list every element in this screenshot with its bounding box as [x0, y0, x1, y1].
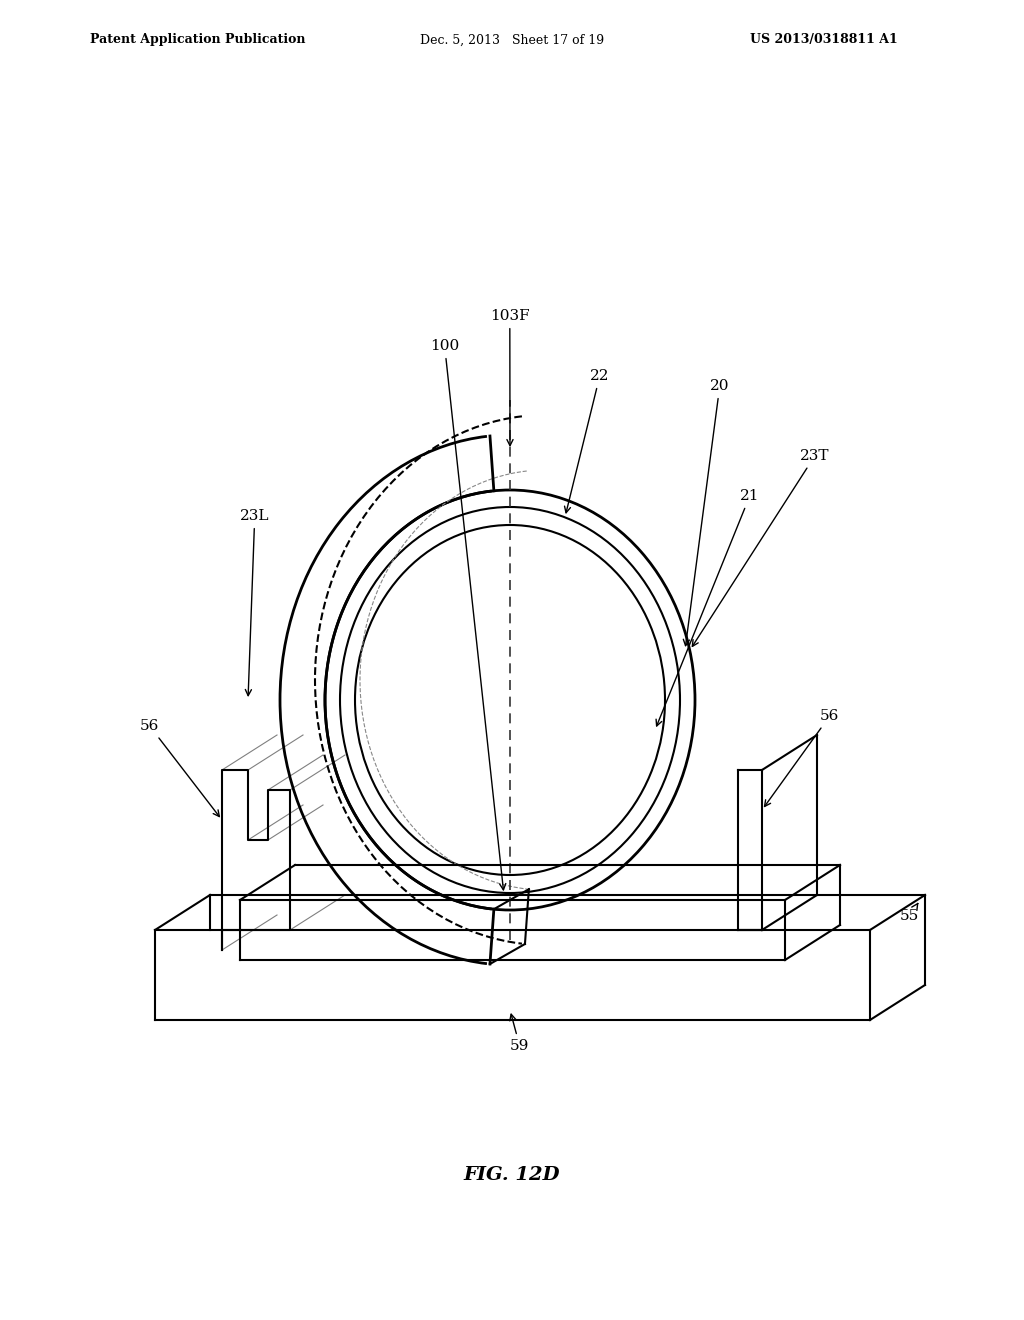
Text: 56: 56 — [765, 709, 840, 807]
Text: 21: 21 — [656, 488, 760, 726]
Text: Dec. 5, 2013   Sheet 17 of 19: Dec. 5, 2013 Sheet 17 of 19 — [420, 33, 604, 46]
Text: 23T: 23T — [692, 449, 829, 647]
Text: Patent Application Publication: Patent Application Publication — [90, 33, 305, 46]
Text: 55: 55 — [900, 903, 920, 923]
Text: US 2013/0318811 A1: US 2013/0318811 A1 — [750, 33, 898, 46]
Text: 23L: 23L — [240, 510, 269, 696]
Text: 20: 20 — [683, 379, 729, 645]
Text: 103F: 103F — [490, 309, 529, 446]
Text: 59: 59 — [510, 1014, 529, 1053]
Text: 56: 56 — [140, 719, 219, 817]
Text: FIG. 12D: FIG. 12D — [464, 1166, 560, 1184]
Text: 22: 22 — [564, 370, 609, 512]
Text: 100: 100 — [430, 339, 506, 890]
